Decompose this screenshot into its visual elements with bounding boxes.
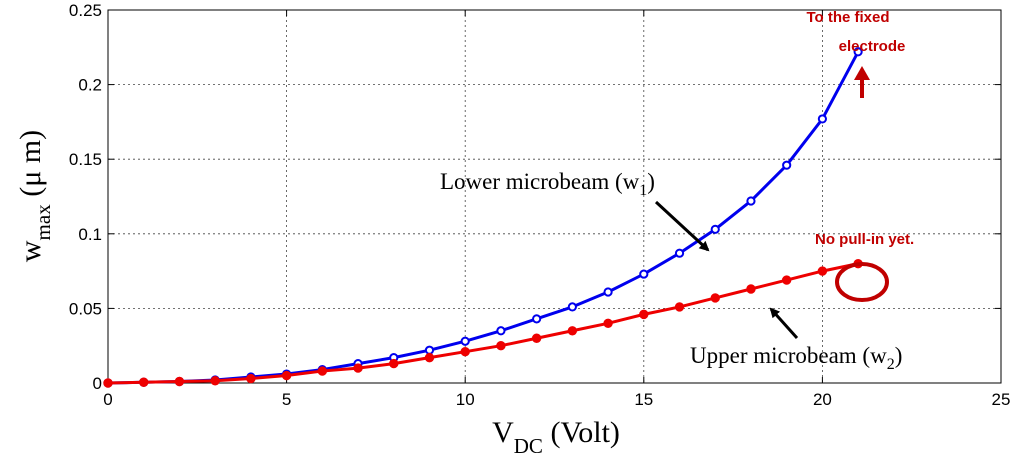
- upper-microbeam-point: [603, 318, 613, 329]
- upper-microbeam-point: [139, 377, 149, 387]
- lower-microbeam-point: [532, 314, 542, 324]
- y-axis-label-rest: (μ m): [14, 130, 47, 204]
- upper-microbeam-point: [460, 346, 470, 357]
- x-axis-label-main: V: [492, 416, 514, 449]
- upper-microbeam-point: [246, 373, 256, 384]
- upper-microbeam-point: [317, 366, 328, 376]
- upper-microbeam-point: [389, 358, 399, 369]
- x-tick-label: 20: [813, 390, 832, 409]
- lower-microbeam-arrow: [654, 200, 710, 252]
- upper-microbeam-point: [781, 275, 792, 285]
- lower-microbeam-point: [746, 196, 756, 206]
- lower-microbeam-point: [567, 302, 577, 312]
- x-tick-label: 5: [282, 390, 291, 409]
- lower-microbeam-point: [782, 160, 792, 170]
- fixed-electrode-label-line1: To the fixed: [806, 9, 889, 26]
- pull-in-highlight-circle: [835, 262, 889, 302]
- upper-microbeam-label-close: ): [895, 343, 903, 368]
- y-tick-label: 0: [93, 374, 102, 393]
- lower-microbeam-point: [460, 336, 470, 346]
- lower-microbeam-label: Lower microbeam (w1): [440, 169, 655, 199]
- upper-microbeam-point: [567, 326, 578, 336]
- lower-microbeam-point: [710, 224, 720, 234]
- upper-microbeam-point: [103, 378, 113, 388]
- lower-microbeam-point: [639, 269, 649, 279]
- y-tick-label: 0.2: [78, 76, 102, 95]
- upper-microbeam-point: [674, 302, 685, 312]
- x-axis-label-rest: (Volt): [543, 416, 620, 449]
- upper-microbeam-point: [424, 352, 435, 363]
- upper-microbeam-point: [746, 284, 756, 294]
- y-axis-label-main: w: [14, 240, 47, 262]
- upper-microbeam-point: [817, 266, 828, 276]
- no-pull-in-label: No pull-in yet.: [815, 231, 914, 248]
- x-tick-label: 15: [634, 390, 653, 409]
- y-tick-label: 0.1: [78, 225, 102, 244]
- lower-microbeam-point: [603, 287, 613, 297]
- upper-microbeam-label: Upper microbeam (w2): [690, 343, 902, 373]
- x-axis-label: VDC (Volt): [492, 416, 620, 458]
- lower-microbeam-point: [424, 345, 435, 355]
- upper-microbeam-point: [710, 293, 720, 303]
- series-layer: [103, 47, 863, 388]
- x-tick-label: 25: [992, 390, 1011, 409]
- y-axis-label-sub: max: [31, 204, 55, 241]
- y-tick-label: 0.05: [69, 299, 102, 318]
- fixed-electrode-label-line2: electrode: [839, 38, 906, 55]
- y-tick-label: 0.15: [69, 150, 102, 169]
- lower-microbeam-label-sub: 1: [639, 182, 647, 199]
- upper-microbeam-point: [210, 376, 220, 386]
- fixed-electrode-arrow: [854, 66, 870, 98]
- grid-lines: [108, 10, 1001, 383]
- lower-microbeam-label-close: ): [647, 169, 655, 194]
- upper-microbeam-point: [174, 376, 185, 387]
- upper-microbeam-label-sub: 2: [887, 356, 895, 373]
- lower-microbeam-point: [674, 248, 685, 258]
- plot-area: [107, 9, 1002, 384]
- y-axis-label: wmax (μ m): [14, 130, 55, 262]
- upper-microbeam-point: [353, 363, 363, 373]
- lower-microbeam-point: [496, 326, 506, 336]
- upper-microbeam-point: [281, 370, 292, 381]
- upper-microbeam-series-line: [107, 262, 859, 385]
- axis-ticks: 0 5 10 15 20 25 0 0.05 0.1 0.15 0.2 0.25: [69, 1, 1011, 409]
- x-tick-label: 0: [103, 390, 112, 409]
- upper-microbeam-point: [639, 309, 649, 320]
- upper-microbeam-label-main: Upper microbeam (w: [690, 343, 887, 368]
- y-tick-label: 0.25: [69, 1, 102, 20]
- upper-microbeam-point: [531, 333, 542, 343]
- lower-microbeam-point: [853, 47, 863, 57]
- x-tick-label: 10: [456, 390, 475, 409]
- lower-microbeam-label-main: Lower microbeam (w: [440, 169, 640, 194]
- upper-microbeam-point: [496, 341, 506, 351]
- x-axis-label-sub: DC: [514, 434, 543, 458]
- lower-microbeam-point: [817, 114, 828, 124]
- upper-microbeam-arrow: [769, 307, 799, 340]
